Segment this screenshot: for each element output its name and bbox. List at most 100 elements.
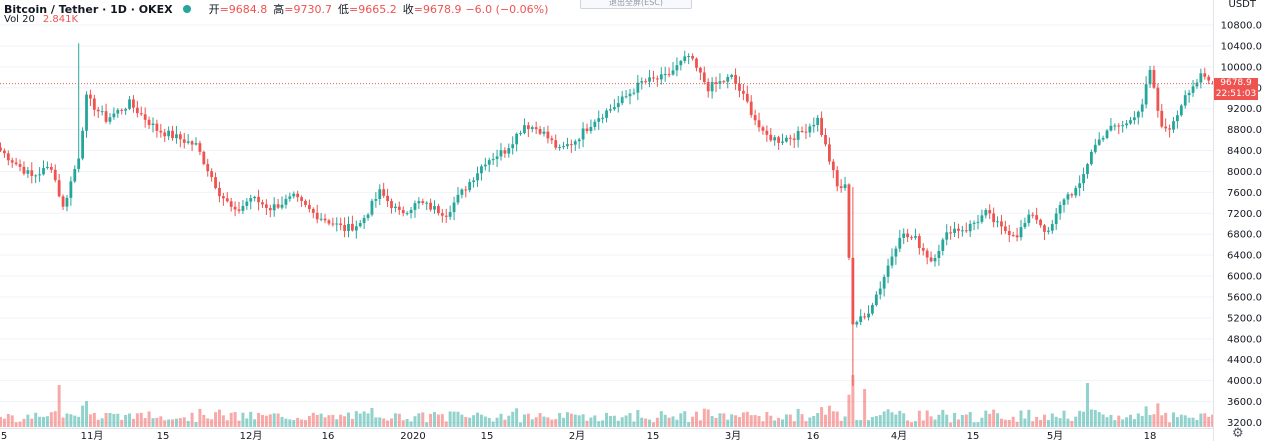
volume-bar [573,414,577,427]
volume-bar [800,414,804,427]
candle-body [409,209,413,214]
volume-bar [882,411,886,427]
volume-bar [241,412,245,427]
volume-bar [18,421,22,427]
volume-bar [522,414,526,427]
candle-body [1125,123,1128,126]
volume-bar [648,419,652,427]
candle-body [785,137,788,142]
volume-bar [554,419,558,427]
candle-body [1054,213,1058,225]
price-tick-label: 8000.0 [1227,167,1262,178]
candle-body [530,127,534,129]
candle-body [757,120,761,128]
volume-bar [1101,414,1105,427]
volume-bar [460,414,464,427]
volume-bar [839,420,843,427]
candle-body [1187,92,1191,96]
candle-body [468,181,472,191]
time-tick-label: 11月 [81,430,104,441]
candle-body [753,115,757,121]
candle-body [984,210,988,216]
volume-bar [436,414,440,427]
candle-body [917,236,921,248]
candle-body [1133,117,1136,121]
candle-body [1199,73,1203,83]
candle-body [1031,214,1035,216]
candle-body [871,305,874,314]
candle-body [1179,105,1183,116]
volume-bar [167,419,171,427]
candle-body [397,206,401,210]
volume-bar [1199,413,1203,427]
volume-bar [1175,417,1179,427]
candle-body [276,204,280,208]
candle-body [147,119,151,126]
volume-bar [960,414,964,427]
volume-bar [831,411,835,427]
candle-body [609,109,612,111]
candle-body [581,128,585,140]
candle-body [616,103,620,108]
candle-body [839,186,843,189]
volume-bar [1164,412,1168,427]
volume-bar [863,389,867,427]
settings-gear-icon[interactable]: ⚙ [1232,426,1244,441]
candle-body [382,189,386,196]
candle-body [124,108,128,111]
volume-bar [530,419,534,427]
candle-body [933,258,937,262]
candle-body [237,209,241,211]
volume-bar [1050,413,1054,427]
volume-bar [941,409,945,427]
volume-bar [757,415,761,427]
volume-bar [288,419,292,427]
volume-label[interactable]: Vol 20 [4,14,35,25]
volume-bar [104,412,108,427]
candle-body [644,81,648,83]
volume-bar [186,420,190,427]
volume-bar [171,419,175,427]
candle-body [925,250,929,258]
volume-bar [429,413,433,427]
candle-body [456,194,460,203]
candle-body [835,170,839,187]
candle-body [745,93,749,102]
candle-body [1156,87,1160,111]
price-tick-label: 9200.0 [1227,104,1262,115]
volume-bar [546,417,550,427]
change-value: −6.0 (−0.06%) [465,2,549,16]
volume-bar [636,409,640,427]
exit-fullscreen-hint[interactable]: 退出全屏(ESC) [580,0,692,9]
candle-body [1007,231,1011,236]
candle-body [143,114,147,120]
candle-body [1140,104,1144,112]
volume-bar [300,419,304,427]
candle-body [526,125,530,129]
volume-bar [155,417,159,427]
candle-body [1113,125,1117,127]
candle-body [1070,194,1074,196]
candle-body [440,213,444,216]
volume-bar [1113,420,1117,427]
candle-body [773,137,777,141]
candle-body [1027,214,1031,224]
open-label: 开 [208,3,220,16]
candle-body [38,174,41,176]
candle-body [851,257,855,325]
candle-body [448,212,452,217]
candle-body [26,170,30,174]
candle-body [534,127,538,130]
volume-bar [710,416,714,427]
volume-bar [706,409,710,427]
volume-bar [988,413,992,427]
volume-bar [487,417,491,427]
symbol-title[interactable]: Bitcoin / Tether · 1D · OKEX [4,2,173,16]
volume-bar [10,415,14,427]
time-tick-label: 16 [322,431,335,441]
volume-bar [378,417,382,427]
price-axis[interactable]: USDT 10800.010400.010000.09600.09200.088… [1213,0,1266,441]
candle-body [1172,121,1175,130]
volume-bar [280,416,284,427]
candle-body [46,167,49,169]
